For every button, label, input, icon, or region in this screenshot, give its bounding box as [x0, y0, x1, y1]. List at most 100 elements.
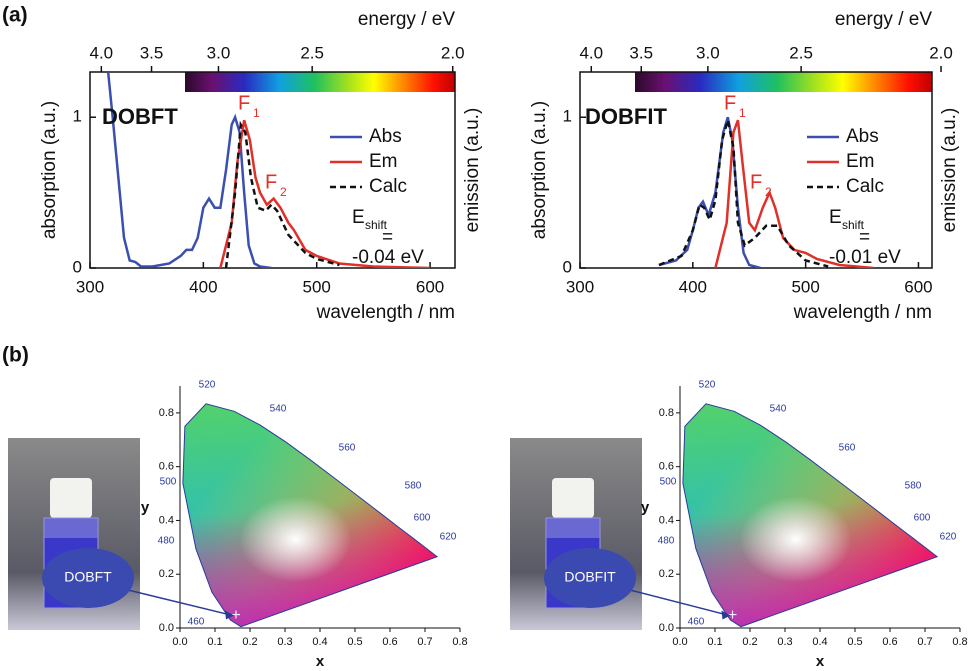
sample-label: DOBFIT: [564, 569, 616, 585]
series-line: [714, 119, 874, 268]
peak-label: F: [238, 92, 250, 114]
shift-eq: =: [382, 227, 393, 248]
sample-bubble: [544, 548, 636, 608]
x-tick-label: 0.3: [777, 636, 792, 648]
locus-label: 620: [940, 532, 957, 543]
x-tick-label: 600: [416, 277, 444, 296]
locus-label: 520: [699, 380, 716, 391]
x-tick-label: 0.3: [277, 636, 292, 648]
x2-tick-label: 2.5: [300, 43, 324, 62]
x2-axis-title: energy / eV: [835, 9, 932, 30]
y-tick-label: 0.6: [159, 461, 174, 473]
arrow-head: [721, 610, 731, 620]
shift-eq: =: [859, 227, 870, 248]
cie-diagram: [663, 373, 971, 642]
y-axis-title: y: [641, 499, 650, 516]
x-tick-label: 300: [76, 277, 104, 296]
plot-frame: [89, 71, 456, 269]
data-point: [232, 610, 240, 619]
peak-label-sub: 2: [280, 185, 287, 199]
y-axis-title: absorption (a.u.): [529, 101, 550, 239]
peak-label-sub: 1: [253, 106, 260, 120]
x-tick-label: 0.5: [347, 636, 362, 648]
y2-axis-title: emission (a.u.): [939, 108, 960, 233]
x-axis-title: wavelength / nm: [793, 302, 932, 323]
x-tick-label: 0.7: [417, 636, 432, 648]
y-tick-label: 1: [563, 107, 572, 126]
peak-label: F: [724, 92, 736, 114]
locus-label: 540: [270, 404, 287, 415]
x-tick-label: 500: [791, 277, 819, 296]
arrow: [629, 589, 730, 617]
x-tick-label: 0.2: [742, 636, 757, 648]
x-tick-label: 0.0: [172, 636, 187, 648]
x2-tick-label: 3.0: [207, 43, 231, 62]
x-tick-label: 400: [679, 277, 707, 296]
y-tick-label: 0.4: [659, 514, 674, 526]
legend-label: Calc: [369, 176, 407, 197]
series-line: [658, 119, 829, 268]
x-tick-label: 600: [904, 277, 932, 296]
y-tick-label: 0: [73, 257, 82, 276]
shift-label: E: [352, 207, 365, 228]
shift-label: E: [829, 207, 842, 228]
locus-label: 480: [658, 536, 675, 547]
shift-label-sub: shift: [842, 218, 865, 232]
cie-diagram: [163, 373, 478, 642]
x-tick-label: 0.5: [847, 636, 862, 648]
legend-label: Abs: [846, 126, 879, 147]
locus-label: 480: [158, 536, 175, 547]
series-line: [224, 120, 340, 268]
x2-axis-title: energy / eV: [358, 9, 455, 30]
peak-label-sub: 1: [739, 106, 746, 120]
y-axis-title: y: [141, 499, 150, 516]
x-tick-label: 0.8: [452, 636, 467, 648]
sample-label: DOBFT: [64, 569, 112, 585]
panel-label: (b): [2, 344, 29, 367]
y-tick-label: 0.8: [659, 407, 674, 419]
legend-label: Abs: [369, 126, 402, 147]
legend-label: Calc: [846, 176, 884, 197]
x2-tick-label: 4.0: [90, 43, 114, 62]
legend-label: Em: [369, 151, 398, 172]
x-tick-label: 0.4: [312, 636, 327, 648]
x2-tick-label: 3.5: [629, 43, 653, 62]
y-axis-title: absorption (a.u.): [39, 101, 60, 239]
locus-label: 560: [339, 443, 356, 454]
x2-tick-label: 2.0: [441, 43, 465, 62]
x2-tick-label: 4.0: [579, 43, 603, 62]
compound-label: DOBFIT: [585, 104, 667, 129]
shift-value: -0.04 eV: [352, 247, 424, 268]
y-tick-label: 0.4: [159, 514, 174, 526]
x-tick-label: 0.7: [917, 636, 932, 648]
locus-label: 580: [905, 481, 922, 492]
x-axis-title: x: [316, 653, 325, 670]
y-tick-label: 0.2: [659, 568, 674, 580]
locus-label: 600: [414, 513, 431, 524]
shift-value: -0.01 eV: [829, 247, 901, 268]
locus-label: 580: [405, 481, 422, 492]
locus-label: 540: [770, 404, 787, 415]
locus-label: 620: [440, 532, 457, 543]
series-line: [106, 72, 272, 268]
cie-fill: [682, 403, 938, 627]
y-tick-label: 0.2: [159, 568, 174, 580]
x2-tick-label: 2.0: [929, 43, 953, 62]
x-tick-label: 0.4: [812, 636, 827, 648]
colorbar: [635, 72, 932, 92]
locus-label: 560: [839, 443, 856, 454]
data-point: [728, 610, 737, 619]
y2-axis-title: emission (a.u.): [462, 108, 483, 233]
cie-fill: [182, 403, 438, 627]
x-tick-label: 0.8: [952, 636, 967, 648]
y-tick-label: 0.0: [159, 622, 174, 634]
arrow: [127, 589, 234, 617]
peak-label: F: [265, 171, 277, 193]
locus-label: 460: [688, 617, 705, 628]
y-tick-label: 0.8: [159, 407, 174, 419]
peak-label: F: [750, 171, 762, 193]
locus-label: 600: [914, 513, 931, 524]
x-tick-label: 0.6: [382, 636, 397, 648]
x-tick-label: 0.2: [242, 636, 257, 648]
x-tick-label: 300: [566, 277, 594, 296]
